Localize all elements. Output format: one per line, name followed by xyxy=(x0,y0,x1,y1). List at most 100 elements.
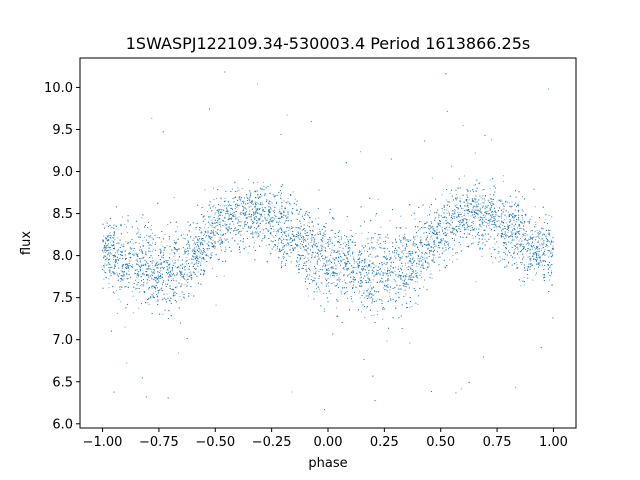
data-point xyxy=(350,282,352,284)
data-point xyxy=(332,265,334,268)
data-point xyxy=(117,262,119,264)
data-point xyxy=(106,250,108,252)
data-point xyxy=(346,297,349,299)
data-point xyxy=(527,238,530,240)
data-point xyxy=(372,279,374,281)
data-point xyxy=(385,255,387,257)
data-point xyxy=(126,265,128,267)
data-point xyxy=(420,255,423,257)
data-point xyxy=(518,251,520,253)
data-point xyxy=(150,224,152,226)
data-point xyxy=(308,253,310,255)
data-point xyxy=(215,197,218,199)
data-point xyxy=(467,225,469,227)
data-point xyxy=(256,232,258,234)
data-point xyxy=(331,273,333,275)
data-point xyxy=(305,268,307,270)
data-point xyxy=(114,246,116,248)
data-point xyxy=(225,224,227,226)
data-point xyxy=(482,198,484,200)
data-point xyxy=(449,226,451,228)
data-point xyxy=(128,252,130,254)
data-point xyxy=(415,280,417,283)
data-point xyxy=(395,266,397,268)
data-point xyxy=(489,188,491,190)
data-point xyxy=(262,232,264,234)
data-point xyxy=(316,282,318,284)
data-point xyxy=(247,179,249,181)
data-point xyxy=(473,184,475,186)
data-point xyxy=(218,223,220,226)
data-point xyxy=(249,195,252,197)
data-point xyxy=(462,125,464,127)
data-point xyxy=(204,189,206,191)
data-point xyxy=(109,252,111,254)
data-point xyxy=(500,260,502,262)
data-point xyxy=(417,277,419,279)
data-point xyxy=(541,261,543,263)
data-point xyxy=(313,234,315,237)
data-point xyxy=(350,235,352,237)
data-point xyxy=(228,225,230,228)
data-point xyxy=(183,297,185,299)
data-point xyxy=(251,232,253,234)
data-point xyxy=(443,250,445,252)
data-point xyxy=(523,246,525,248)
data-point xyxy=(444,244,446,247)
data-point xyxy=(183,267,186,269)
data-point xyxy=(404,246,406,248)
data-point xyxy=(287,233,289,235)
data-point xyxy=(135,299,137,301)
data-point xyxy=(379,273,381,275)
data-point xyxy=(136,258,138,260)
data-point xyxy=(303,217,305,220)
data-point xyxy=(192,258,194,260)
data-point xyxy=(515,247,517,249)
data-point xyxy=(285,216,287,218)
data-point xyxy=(338,276,340,278)
data-point xyxy=(521,196,524,198)
data-point xyxy=(298,237,300,240)
data-point xyxy=(118,248,120,250)
data-point xyxy=(513,245,516,247)
data-point xyxy=(160,267,162,269)
data-point xyxy=(168,276,170,278)
data-point xyxy=(507,261,509,263)
data-point xyxy=(177,226,179,228)
data-point xyxy=(459,228,461,230)
data-point xyxy=(446,212,448,214)
data-point xyxy=(383,240,385,242)
data-point xyxy=(200,227,202,229)
data-point xyxy=(505,234,508,236)
data-point xyxy=(223,205,225,207)
data-point xyxy=(190,271,192,273)
data-point xyxy=(135,272,137,274)
data-point xyxy=(307,257,309,259)
data-point xyxy=(338,279,340,281)
data-point xyxy=(303,247,305,249)
data-point xyxy=(300,223,302,225)
data-point xyxy=(394,239,397,241)
data-point xyxy=(188,246,191,248)
data-point xyxy=(426,269,428,271)
data-point xyxy=(339,278,341,281)
data-point xyxy=(287,213,289,215)
data-point xyxy=(187,275,189,278)
data-point xyxy=(380,270,382,272)
data-point xyxy=(256,226,258,228)
data-point xyxy=(157,279,159,281)
data-point xyxy=(220,234,222,236)
data-point xyxy=(474,152,476,154)
data-point xyxy=(323,292,325,294)
data-point xyxy=(505,201,507,203)
data-point xyxy=(289,204,291,206)
data-point xyxy=(352,258,354,260)
data-point xyxy=(370,288,372,290)
data-point xyxy=(456,258,458,260)
data-point xyxy=(492,246,494,248)
data-point xyxy=(551,273,553,275)
data-point xyxy=(510,242,512,244)
data-point xyxy=(207,243,209,245)
data-point xyxy=(479,181,481,184)
data-point xyxy=(336,265,338,267)
